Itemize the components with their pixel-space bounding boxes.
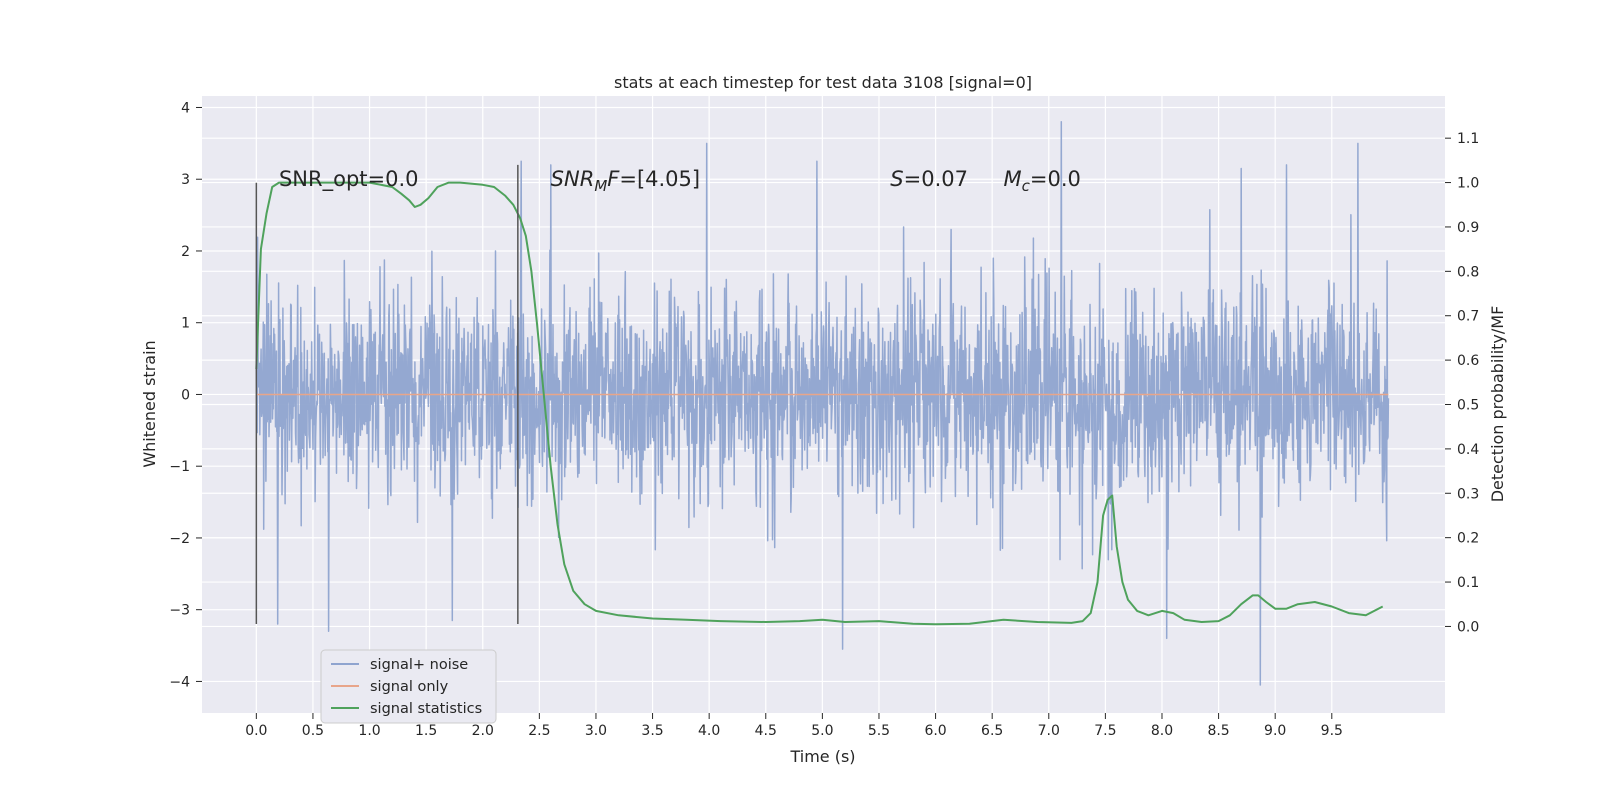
y-left-tick-label: 4: [181, 100, 190, 116]
annotation-1: SNRMF=[4.05]: [551, 167, 700, 195]
x-tick-label: 5.5: [868, 723, 890, 739]
y-right-tick-label: 0.9: [1457, 220, 1479, 236]
annotation-part: c: [1022, 177, 1031, 195]
legend-box: [320, 649, 497, 724]
y-left-tick-label: −2: [169, 531, 190, 547]
legend: signal+ noise signal only signal statistic…: [320, 649, 497, 724]
annotation-2: S=0.07: [890, 167, 968, 191]
annotation-0: SNR_opt=0.0: [279, 167, 419, 192]
annotation-part: F: [607, 167, 620, 191]
y-left-tick-label: −1: [169, 459, 190, 475]
x-tick-label: 3.0: [585, 723, 607, 739]
y-left-tick-label: 1: [181, 316, 190, 332]
annotation-part: M: [594, 177, 607, 195]
y-right-tick-label: 0.1: [1457, 575, 1479, 591]
y-right-tick-label: 0.6: [1457, 353, 1479, 369]
y-left-tick-label: 2: [181, 244, 190, 260]
y-left-tick-label: 0: [181, 387, 190, 403]
vertical-lines: [255, 164, 519, 625]
x-tick-label: 4.0: [698, 723, 720, 739]
x-tick-label: 2.0: [472, 723, 494, 739]
y-left-tick-label: 3: [181, 172, 190, 188]
annotation-part: =0.07: [904, 167, 968, 191]
x-tick-label: 1.0: [358, 723, 380, 739]
x-tick-label: 6.5: [981, 723, 1003, 739]
annotation-layer: SNR_opt=0.0 SNRMF=[4.05] S=0.07 Mc=0.0: [279, 167, 1081, 195]
y-left-tick-label: −3: [169, 603, 190, 619]
x-tick-label: 4.5: [755, 723, 777, 739]
x-tick-label: 7.0: [1038, 723, 1060, 739]
y-right-tick-label: 0.8: [1457, 264, 1479, 280]
y-right-tick-label: 0.2: [1457, 531, 1479, 547]
series-signal-noise: [255, 121, 1390, 686]
annotation-part: S: [890, 167, 903, 191]
x-tick-label: 0.0: [245, 723, 267, 739]
annotation-part: SNR: [551, 167, 595, 191]
x-tick-label: 9.0: [1264, 723, 1286, 739]
annotation-part: M: [1003, 167, 1021, 191]
series-line-2: [255, 181, 1384, 626]
x-tick-label: 8.5: [1207, 723, 1229, 739]
x-tick-label: 6.0: [924, 723, 946, 739]
x-tick-label: 8.0: [1151, 723, 1173, 739]
annotation-part: =0.0: [1030, 167, 1081, 191]
x-tick-label: 9.5: [1321, 723, 1343, 739]
y-right-tick-label: 0.3: [1457, 486, 1479, 502]
annotation-3: Mc=0.0: [1003, 167, 1080, 195]
x-tick-label: 7.5: [1094, 723, 1116, 739]
x-tick-label: 0.5: [302, 723, 324, 739]
y-right-tick-label: 0.7: [1457, 309, 1479, 325]
x-tick-label: 2.5: [528, 723, 550, 739]
y-right-tick-label: 1.0: [1457, 176, 1479, 192]
legend-label-0: signal+ noise: [370, 657, 468, 673]
annotation-part: =[4.05]: [619, 167, 700, 191]
tick-layer: 0.0 0.5 1.0 1.5 2.0 2.5 3.0 3.5 4.0 4.5 5.0 5.5 6.0 6…: [169, 100, 1479, 739]
legend-label-2: signal statistics: [370, 701, 482, 717]
y-right-tick-label: 0.0: [1457, 619, 1479, 635]
y-left-tick-label: −4: [169, 674, 190, 690]
y-axis-label-left: Whitened strain: [140, 340, 159, 467]
series-layer: [255, 181, 1389, 626]
y-right-tick-label: 0.4: [1457, 442, 1479, 458]
y-right-tick-label: 1.1: [1457, 131, 1479, 147]
legend-label-1: signal only: [370, 679, 449, 695]
x-tick-label: 5.0: [811, 723, 833, 739]
x-tick-label: 1.5: [415, 723, 437, 739]
chart-title: stats at each timestep for test data 310…: [614, 73, 1032, 92]
x-tick-label: 3.5: [641, 723, 663, 739]
y-right-tick-label: 0.5: [1457, 398, 1479, 414]
annotation-part: SNR_opt=0.0: [279, 167, 419, 192]
y-axis-label-right: Detection probability/MF: [1488, 306, 1507, 503]
noise-series: [255, 121, 1390, 686]
x-axis-label: Time (s): [789, 747, 855, 766]
